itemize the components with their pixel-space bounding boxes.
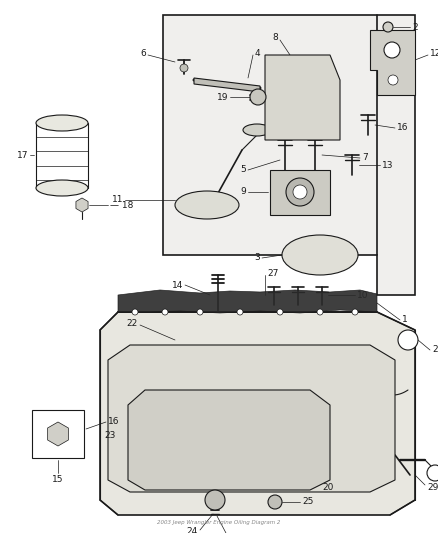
Text: 9: 9 [240, 188, 246, 197]
Ellipse shape [36, 115, 88, 131]
Text: 8: 8 [272, 34, 278, 43]
Text: 12: 12 [430, 50, 438, 59]
Ellipse shape [282, 235, 358, 275]
Text: 11: 11 [112, 196, 123, 205]
Ellipse shape [243, 124, 271, 136]
Text: 13: 13 [382, 160, 393, 169]
Circle shape [286, 178, 314, 206]
Text: 16: 16 [108, 417, 120, 426]
Circle shape [132, 309, 138, 315]
Text: 17: 17 [17, 150, 28, 159]
Circle shape [162, 309, 168, 315]
Text: 19: 19 [216, 93, 228, 101]
Circle shape [398, 330, 418, 350]
Circle shape [388, 75, 398, 85]
Circle shape [268, 495, 282, 509]
Polygon shape [265, 55, 340, 140]
Ellipse shape [175, 191, 239, 219]
Text: 5: 5 [240, 166, 246, 174]
Polygon shape [100, 312, 415, 515]
Text: 2003 Jeep Wrangler Engine Oiling Diagram 2: 2003 Jeep Wrangler Engine Oiling Diagram… [157, 520, 281, 525]
Text: 3: 3 [254, 254, 260, 262]
Circle shape [317, 309, 323, 315]
Text: — 18: — 18 [110, 200, 134, 209]
Text: 16: 16 [397, 124, 409, 133]
Text: 1: 1 [402, 316, 408, 325]
Circle shape [352, 309, 358, 315]
Circle shape [205, 490, 225, 510]
Circle shape [384, 42, 400, 58]
Polygon shape [118, 290, 377, 313]
Circle shape [427, 465, 438, 481]
Circle shape [180, 64, 188, 72]
Text: 21: 21 [432, 345, 438, 354]
Text: 20: 20 [322, 483, 333, 492]
Text: 24: 24 [187, 528, 198, 533]
Text: 15: 15 [52, 475, 64, 484]
Circle shape [237, 309, 243, 315]
Text: 14: 14 [172, 280, 183, 289]
Text: 22: 22 [127, 319, 138, 327]
Text: 27: 27 [267, 269, 279, 278]
Polygon shape [270, 170, 330, 215]
Polygon shape [370, 30, 415, 95]
Text: 7: 7 [362, 154, 368, 163]
Bar [32, 410, 84, 458]
Polygon shape [48, 422, 68, 446]
Circle shape [250, 89, 266, 105]
Circle shape [197, 309, 203, 315]
Text: 10: 10 [357, 290, 368, 300]
Polygon shape [108, 345, 395, 492]
Polygon shape [128, 390, 330, 490]
Text: 4: 4 [255, 49, 261, 58]
Text: 2: 2 [412, 22, 417, 31]
Polygon shape [76, 198, 88, 212]
Circle shape [293, 185, 307, 199]
Polygon shape [194, 78, 260, 92]
Circle shape [383, 22, 393, 32]
Text: 25: 25 [302, 497, 313, 506]
Ellipse shape [36, 180, 88, 196]
Text: 23: 23 [105, 431, 116, 440]
Circle shape [277, 309, 283, 315]
Polygon shape [163, 15, 415, 295]
Text: 29: 29 [427, 482, 438, 491]
Text: 6: 6 [140, 50, 146, 59]
